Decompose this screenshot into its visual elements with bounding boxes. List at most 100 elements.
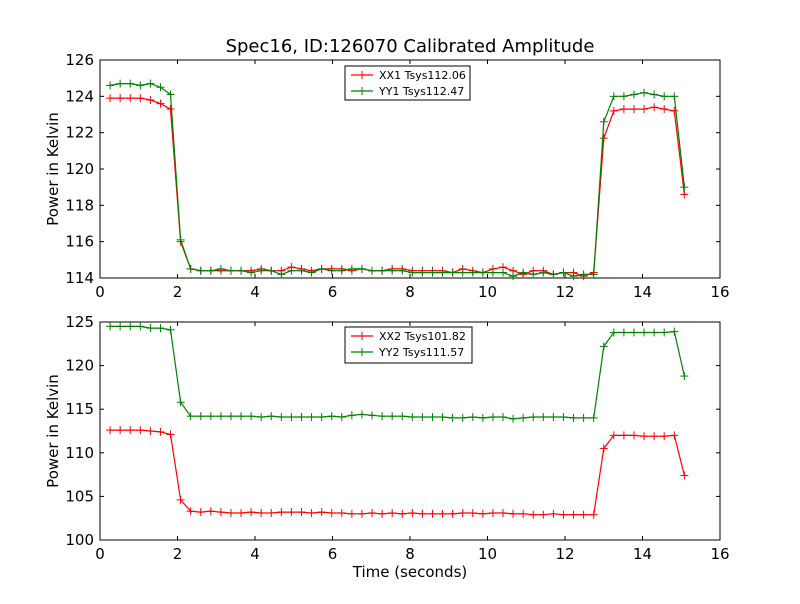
- x-tick-label: 0: [95, 283, 105, 301]
- x-tick-label: 16: [710, 545, 729, 563]
- x-axis-label: Time (seconds): [352, 563, 468, 581]
- y-tick-label: 116: [65, 233, 94, 251]
- y-axis-label: Power in Kelvin: [44, 374, 62, 488]
- data-point: [317, 508, 326, 517]
- data-point: [146, 324, 155, 333]
- data-point: [589, 413, 598, 422]
- data-point: [569, 272, 578, 281]
- data-point: [468, 268, 477, 277]
- data-point: [186, 412, 195, 421]
- data-point: [398, 266, 407, 275]
- y-tick-label: 120: [65, 357, 94, 375]
- data-point: [388, 508, 397, 517]
- data-point: [116, 94, 125, 103]
- data-point: [277, 270, 286, 279]
- data-point: [619, 328, 628, 337]
- data-point: [357, 264, 366, 273]
- data-point: [237, 412, 246, 421]
- data-point: [670, 431, 679, 440]
- data-point: [559, 268, 568, 277]
- data-point: [126, 426, 135, 435]
- data-point: [287, 266, 296, 275]
- data-point: [488, 508, 497, 517]
- data-point: [196, 266, 205, 275]
- data-point: [257, 266, 266, 275]
- data-point: [619, 92, 628, 101]
- data-point: [650, 432, 659, 441]
- data-point: [428, 509, 437, 518]
- data-point: [136, 322, 145, 331]
- data-point: [257, 508, 266, 517]
- data-point: [519, 509, 528, 518]
- series-line: [110, 325, 685, 420]
- data-point: [307, 508, 316, 517]
- data-point: [196, 412, 205, 421]
- data-point: [478, 413, 487, 422]
- data-point: [609, 431, 618, 440]
- data-point: [418, 268, 427, 277]
- data-point: [428, 413, 437, 422]
- data-point: [579, 510, 588, 519]
- data-point: [499, 413, 507, 422]
- data-point: [327, 412, 336, 421]
- x-tick-label: 10: [478, 545, 497, 563]
- data-point: [237, 266, 246, 275]
- data-point: [619, 431, 628, 440]
- data-point: [680, 190, 689, 199]
- series-line: [110, 429, 685, 516]
- data-point: [629, 431, 638, 440]
- data-point: [106, 322, 115, 331]
- data-point: [640, 328, 649, 337]
- x-tick-label: 6: [328, 283, 338, 301]
- data-point: [559, 413, 568, 422]
- x-tick-label: 2: [173, 283, 183, 301]
- data-point: [267, 412, 276, 421]
- data-point: [549, 270, 558, 279]
- legend-label: YY1 Tsys112.47: [378, 85, 464, 98]
- data-point: [629, 90, 638, 99]
- data-point: [337, 266, 346, 275]
- data-point: [488, 413, 497, 422]
- data-point: [267, 508, 276, 517]
- x-tick-label: 16: [710, 283, 729, 301]
- legend-label: YY2 Tsys111.57: [378, 346, 464, 359]
- data-point: [519, 268, 528, 277]
- data-point: [640, 105, 649, 114]
- y-tick-label: 125: [65, 313, 94, 331]
- data-point: [156, 83, 165, 92]
- y-tick-label: 118: [65, 196, 94, 214]
- data-point: [579, 270, 588, 279]
- data-point: [196, 508, 205, 517]
- data-point: [106, 94, 115, 103]
- data-point: [478, 268, 487, 277]
- data-point: [539, 268, 548, 277]
- data-point: [226, 412, 235, 421]
- data-point: [357, 509, 366, 518]
- data-point: [509, 414, 518, 423]
- data-point: [529, 510, 538, 519]
- data-point: [106, 81, 115, 90]
- x-tick-label: 14: [633, 283, 652, 301]
- data-point: [337, 413, 346, 422]
- data-point: [126, 94, 135, 103]
- data-point: [458, 508, 467, 517]
- data-point: [599, 134, 608, 143]
- data-point: [499, 268, 507, 277]
- data-point: [609, 92, 618, 101]
- data-point: [136, 426, 145, 435]
- data-point: [327, 508, 336, 517]
- y-tick-label: 122: [65, 124, 94, 142]
- data-point: [176, 495, 185, 504]
- data-point: [609, 328, 618, 337]
- data-point: [549, 413, 558, 422]
- data-point: [488, 268, 497, 277]
- data-point: [186, 264, 195, 273]
- data-point: [499, 508, 507, 517]
- data-point: [670, 327, 679, 336]
- data-point: [368, 411, 377, 420]
- data-point: [106, 426, 115, 435]
- data-point: [589, 270, 598, 279]
- legend: XX2 Tsys101.82 YY2 Tsys111.57: [344, 326, 473, 364]
- data-point: [448, 509, 457, 518]
- data-point: [237, 508, 246, 517]
